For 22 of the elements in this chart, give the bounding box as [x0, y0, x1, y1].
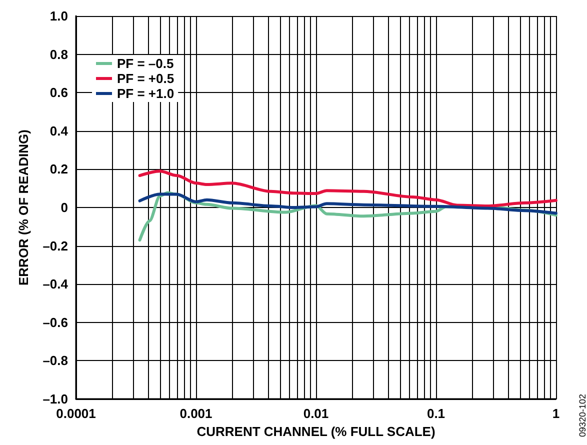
y-axis-title: ERROR (% OF READING): [16, 130, 31, 286]
x-tick-label: 0.1: [426, 406, 446, 421]
x-tick-label: 0.0001: [56, 406, 96, 421]
legend-label: PF = +1.0: [117, 86, 174, 101]
legend-label: PF = +0.5: [117, 71, 174, 86]
y-tick-label: 0.4: [50, 123, 69, 138]
y-tick-label: –0.4: [42, 276, 69, 292]
y-tick-label: –1.0: [42, 392, 68, 406]
x-tick-label: 0.01: [303, 406, 329, 421]
x-tick-label: 0.001: [180, 406, 212, 421]
y-tick-label: 0.2: [50, 162, 68, 177]
legend-label: PF = –0.5: [117, 56, 174, 71]
y-tick-label: 0.6: [50, 85, 68, 100]
y-tick-label: –0.8: [42, 353, 68, 368]
y-tick-label: 0: [60, 200, 68, 215]
x-axis-title: CURRENT CHANNEL (% FULL SCALE): [196, 424, 436, 439]
y-tick-label: –0.6: [42, 314, 68, 330]
y-tick-label: 1.0: [50, 8, 68, 24]
x-tick-label: 1: [552, 406, 560, 421]
y-tick-label: 0.8: [50, 46, 68, 62]
text: 09320-102: [578, 394, 587, 437]
y-tick-label: –0.2: [42, 238, 68, 254]
